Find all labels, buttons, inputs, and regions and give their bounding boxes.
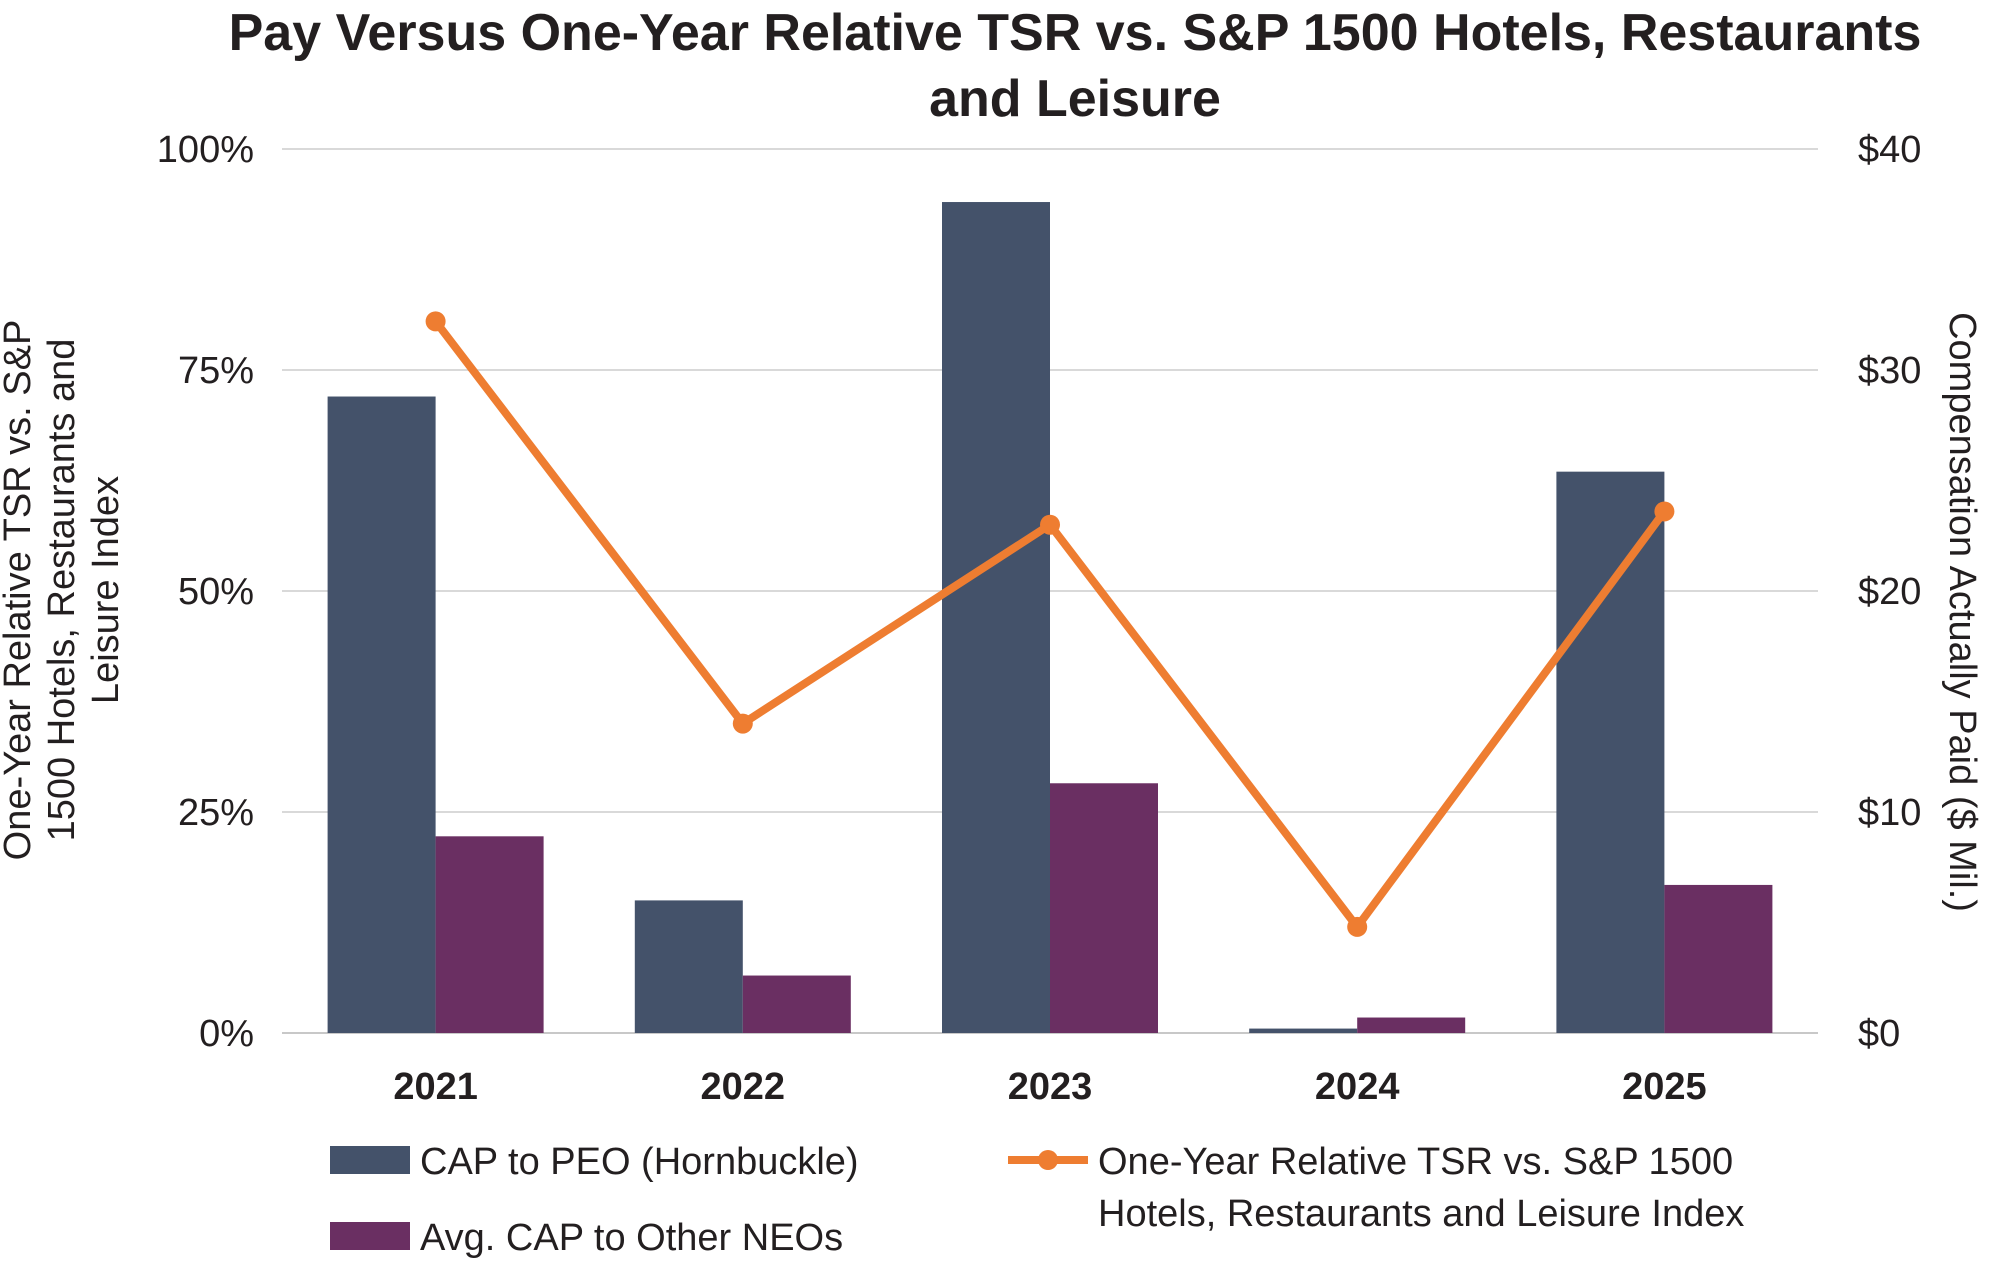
- legend-label-tsr-line-2: Hotels, Restaurants and Leisure Index: [1098, 1193, 1744, 1235]
- tsr-point-2023: [1040, 514, 1060, 535]
- bar-avg-cap-neos-2024: [1357, 1017, 1466, 1033]
- right-tick-label: $10: [1858, 792, 1921, 834]
- bar-avg-cap-neos-2023: [1050, 783, 1158, 1033]
- right-tick-label: $0: [1858, 1013, 1900, 1055]
- legend-item-avg-cap-neos: Avg. CAP to Other NEOs: [330, 1217, 843, 1259]
- category-label-2025: 2025: [1622, 1066, 1707, 1108]
- left-axis-title: One-Year Relative TSR vs. S&P 1500 Hotel…: [0, 320, 127, 861]
- right-axis-ticks: $0 $10 $20 $30 $40: [1858, 129, 1921, 1055]
- tsr-point-2022: [732, 713, 753, 734]
- category-label-2024: 2024: [1315, 1066, 1400, 1108]
- right-tick-label: $20: [1858, 571, 1921, 613]
- right-axis-title-text: Compensation Actually Paid ($ Mil.): [1941, 312, 1983, 912]
- bar-avg-cap-neos-2025: [1664, 884, 1773, 1033]
- legend-swatch-tsr-marker: [1038, 1150, 1058, 1170]
- category-label-2022: 2022: [701, 1066, 786, 1108]
- legend-label-avg-cap-neos: Avg. CAP to Other NEOs: [420, 1217, 843, 1259]
- tsr-point-2024: [1347, 916, 1368, 937]
- left-axis-title-line-1: One-Year Relative TSR vs. S&P: [0, 320, 39, 861]
- left-tick-label: 25%: [178, 792, 254, 834]
- tsr-point-2021: [425, 311, 446, 332]
- tsr-line-series: [425, 311, 1675, 937]
- bar-cap-peo-2024: [1249, 1028, 1358, 1033]
- tsr-point-2025: [1654, 501, 1675, 522]
- bar-avg-cap-neos-2021: [435, 836, 544, 1033]
- bars: [327, 202, 1773, 1034]
- chart-title-line-2: and Leisure: [929, 70, 1221, 128]
- left-tick-label: 75%: [178, 350, 254, 392]
- category-label-2023: 2023: [1008, 1066, 1093, 1108]
- bar-cap-peo-2025: [1556, 471, 1665, 1033]
- legend: CAP to PEO (Hornbuckle) Avg. CAP to Othe…: [330, 1141, 1744, 1259]
- legend-label-cap-peo: CAP to PEO (Hornbuckle): [420, 1141, 859, 1183]
- bar-cap-peo-2023: [942, 202, 1050, 1034]
- right-axis-title: Compensation Actually Paid ($ Mil.): [1941, 312, 1983, 912]
- legend-item-cap-peo: CAP to PEO (Hornbuckle): [330, 1141, 859, 1183]
- legend-label-tsr-line-1: One-Year Relative TSR vs. S&P 1500: [1098, 1141, 1733, 1183]
- x-axis-category-labels: 2021 2022 2023 2024 2025: [393, 1066, 1706, 1108]
- category-label-2021: 2021: [393, 1066, 478, 1108]
- bar-avg-cap-neos-2022: [742, 975, 851, 1033]
- left-tick-label: 0%: [199, 1013, 254, 1055]
- left-tick-label: 100%: [157, 129, 254, 171]
- legend-item-tsr: One-Year Relative TSR vs. S&P 1500 Hotel…: [1008, 1141, 1744, 1235]
- left-axis-title-line-3: Leisure Index: [85, 476, 127, 704]
- bar-cap-peo-2021: [327, 396, 436, 1033]
- right-tick-label: $30: [1858, 350, 1921, 392]
- left-axis-title-line-2: 1500 Hotels, Restaurants and: [41, 339, 83, 842]
- left-tick-label: 50%: [178, 571, 254, 613]
- right-tick-label: $40: [1858, 129, 1921, 171]
- bar-cap-peo-2022: [634, 900, 743, 1033]
- legend-swatch-cap-peo: [330, 1146, 410, 1174]
- chart-title-line-1: Pay Versus One-Year Relative TSR vs. S&P…: [229, 4, 1922, 62]
- left-axis-ticks: 0% 25% 50% 75% 100%: [157, 129, 254, 1055]
- legend-swatch-avg-cap-neos: [330, 1222, 410, 1250]
